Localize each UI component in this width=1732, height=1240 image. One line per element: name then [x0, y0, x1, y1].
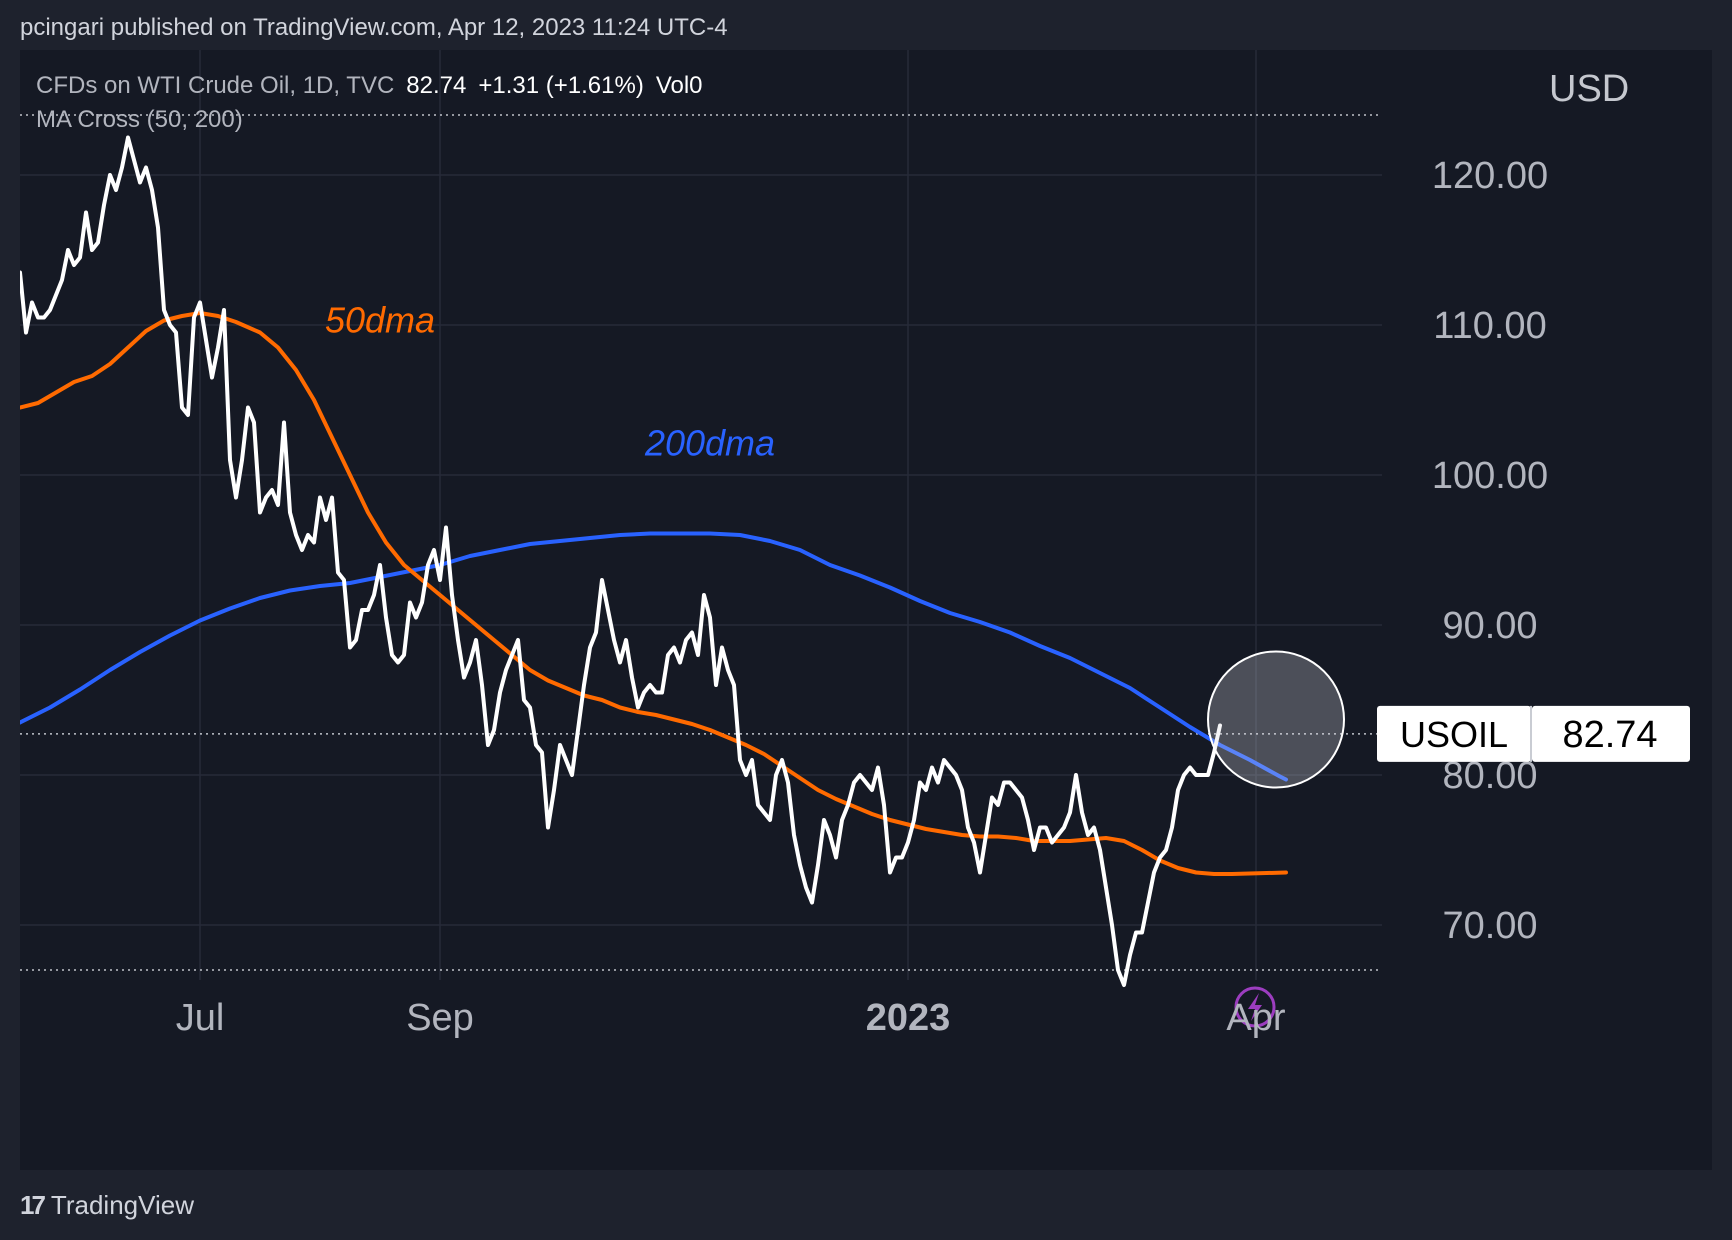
symbol-row: CFDs on WTI Crude Oil, 1D, TVC 82.74 +1.31…: [36, 72, 703, 100]
x-tick-label: 2023: [866, 997, 951, 1039]
chart-legend: CFDs on WTI Crude Oil, 1D, TVC 82.74 +1.31…: [36, 72, 703, 140]
price-badge-value: 82.74: [1562, 714, 1657, 756]
currency-label: USD: [1549, 68, 1630, 110]
indicator-row[interactable]: MA Cross (50, 200): [36, 106, 703, 134]
y-tick-label: 100.00: [1432, 455, 1548, 497]
x-tick-label: Jul: [176, 997, 225, 1039]
x-tick-label: Apr: [1226, 997, 1285, 1039]
chart-pane[interactable]: 50dma 200dma 120.00 110.00 100.00 90.00 80.00…: [20, 50, 1712, 1170]
last-price: 82.74: [406, 72, 467, 99]
lightning-icon: [1248, 993, 1262, 1021]
lightning-badge[interactable]: [1234, 986, 1276, 1028]
price-change: +1.31 (+1.61%): [478, 72, 644, 99]
symbol-badge: [1377, 705, 1531, 762]
highlight-circle: [1207, 650, 1345, 789]
series-line-ma200: [20, 531, 1288, 782]
series-annotation-ma200: 200dma: [644, 423, 775, 464]
symbol-badge-label: USOIL: [1400, 714, 1508, 755]
y-tick-label: 110.00: [1433, 305, 1546, 347]
series-line-price: [20, 135, 1222, 987]
dotted-levels: [20, 114, 1382, 971]
annotation-layer: 50dma 200dma: [325, 300, 1345, 1028]
series-annotation-ma50: 50dma: [325, 300, 435, 341]
price-badge: [1532, 705, 1690, 762]
y-tick-label: 70.00: [1442, 905, 1537, 947]
series-layer: [20, 135, 1288, 987]
indicator-name[interactable]: MA Cross (50, 200): [36, 106, 243, 133]
price-badge-layer: USOIL 82.74: [1377, 705, 1690, 762]
volume-value: Vol0: [655, 72, 703, 99]
grid-layer: [20, 50, 1382, 980]
y-tick-label: 80.00: [1442, 755, 1537, 797]
tradingview-logo-icon: 17: [20, 1190, 46, 1220]
price-chart[interactable]: 50dma 200dma 120.00 110.00 100.00 90.00 80.00…: [20, 50, 1712, 1170]
symbol-description: CFDs on WTI Crude Oil, 1D, TVC: [36, 72, 395, 99]
y-tick-label: 120.00: [1432, 155, 1548, 197]
series-line-ma50: [20, 311, 1288, 876]
x-tick-label: Sep: [406, 997, 474, 1039]
y-tick-label: 90.00: [1442, 605, 1537, 647]
publish-info: pcingari published on TradingView.com, A…: [20, 14, 728, 41]
tradingview-brand[interactable]: 17 TradingView: [20, 1190, 194, 1221]
axis-layer: 120.00 110.00 100.00 90.00 80.00 70.00 Jul Sep 2…: [176, 155, 1548, 1039]
brand-name: TradingView: [50, 1190, 194, 1220]
